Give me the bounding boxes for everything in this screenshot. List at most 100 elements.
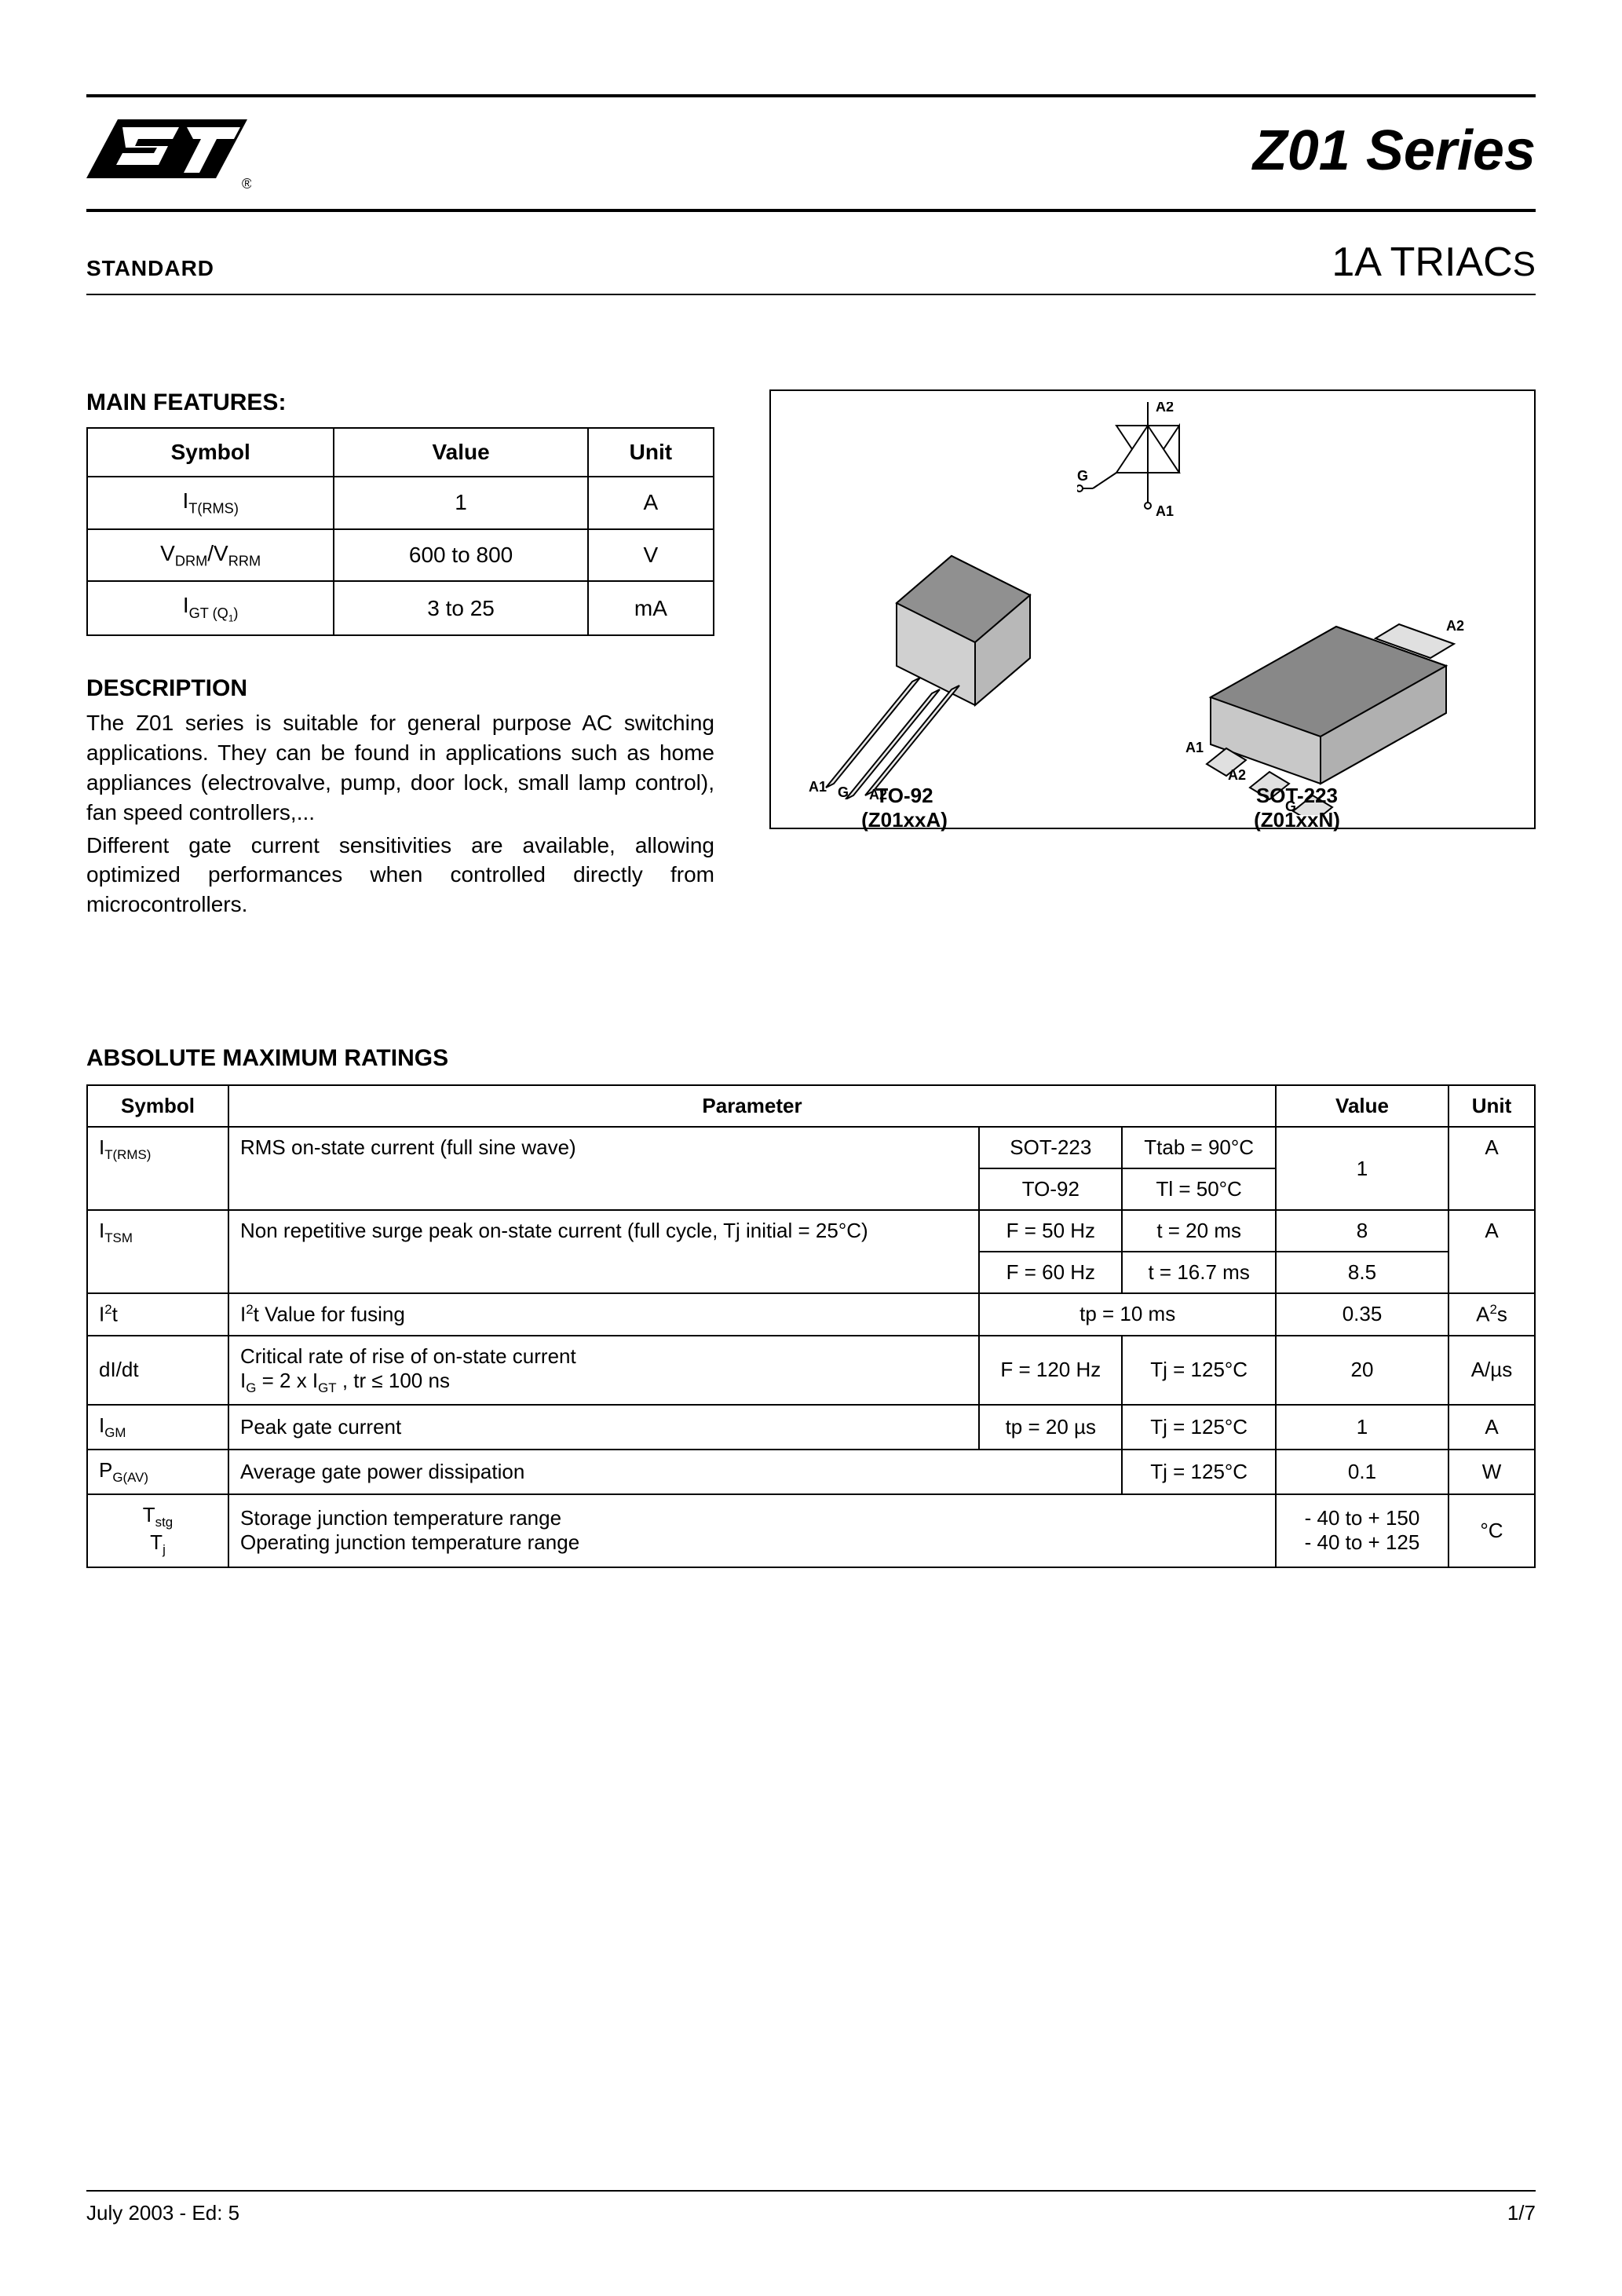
table-header-row: Symbol Parameter Value Unit [87, 1085, 1535, 1127]
cell-symbol: TstgTj [87, 1494, 228, 1567]
cell-cond: tp = 10 ms [979, 1293, 1276, 1336]
subtitle: 1A TRIACS [1332, 239, 1536, 286]
cell-unit: A2s [1448, 1293, 1535, 1336]
cell-symbol: IT(RMS) [87, 477, 334, 529]
cell-param: Peak gate current [228, 1405, 979, 1450]
cell-symbol: ITSM [87, 1210, 228, 1293]
table-row: I2t I2t Value for fusing tp = 10 ms 0.35… [87, 1293, 1535, 1336]
cell-cond: F = 50 Hz [979, 1210, 1122, 1252]
cell-symbol: dI/dt [87, 1336, 228, 1405]
subtitle-suffix: S [1513, 245, 1536, 283]
cell-value: 1 [334, 477, 587, 529]
cell-cond: Tj = 125°C [1122, 1336, 1276, 1405]
cell-value: 20 [1276, 1336, 1448, 1405]
cell-unit: A/µs [1448, 1336, 1535, 1405]
cell-unit: A [1448, 1405, 1535, 1450]
description-heading: DESCRIPTION [86, 675, 714, 702]
cell-cond: SOT-223 [979, 1127, 1122, 1168]
cell-cond: Ttab = 90°C [1122, 1127, 1276, 1168]
svg-text:A1: A1 [1185, 740, 1204, 755]
sot223-name: SOT-223 [1256, 784, 1338, 807]
col-symbol: Symbol [87, 1085, 228, 1127]
col-unit: Unit [588, 428, 714, 477]
svg-text:G: G [1077, 468, 1088, 484]
sub-header-row: STANDARD 1A TRIACS [86, 212, 1536, 294]
sot223-package-icon: A2 A1 A2 G [1179, 595, 1478, 815]
triac-symbol-icon: A2 A1 G [1077, 402, 1218, 543]
cell-symbol: VDRM/VRRM [87, 529, 334, 582]
col-unit: Unit [1448, 1085, 1535, 1127]
svg-text:A2: A2 [1228, 767, 1246, 783]
cell-symbol: IGM [87, 1405, 228, 1450]
cell-unit: mA [588, 581, 714, 635]
main-features-table: Symbol Value Unit IT(RMS) 1 A VDRM/VRRM … [86, 427, 714, 636]
cell-cond: F = 120 Hz [979, 1336, 1122, 1405]
cell-symbol: IGT (Q1) [87, 581, 334, 635]
cell-param: Storage junction temperature range Opera… [228, 1494, 1276, 1567]
header-row: ® Z01 Series [86, 97, 1536, 209]
table-row: IGM Peak gate current tp = 20 µs Tj = 12… [87, 1405, 1535, 1450]
abs-ratings-table: Symbol Parameter Value Unit IT(RMS) RMS … [86, 1084, 1536, 1568]
table-row: IT(RMS) RMS on-state current (full sine … [87, 1127, 1535, 1168]
cell-value: 1 [1276, 1127, 1448, 1210]
sot223-label: SOT-223 (Z01xxN) [1211, 784, 1383, 832]
svg-text:A1: A1 [1156, 503, 1174, 519]
cell-unit: W [1448, 1450, 1535, 1494]
cell-cond: Tj = 125°C [1122, 1405, 1276, 1450]
to92-part: (Z01xxA) [861, 808, 948, 832]
to92-label: TO-92 (Z01xxA) [818, 784, 991, 832]
cell-value: 0.35 [1276, 1293, 1448, 1336]
cell-value: 8.5 [1276, 1252, 1448, 1293]
mid-rule-2 [86, 294, 1536, 295]
description-para-1: The Z01 series is suitable for general p… [86, 708, 714, 827]
sot223-part: (Z01xxN) [1254, 808, 1340, 832]
table-row: dI/dt Critical rate of rise of on-state … [87, 1336, 1535, 1405]
cell-value: 600 to 800 [334, 529, 587, 582]
cell-unit: A [1448, 1210, 1535, 1293]
cell-param: RMS on-state current (full sine wave) [228, 1127, 979, 1210]
cell-unit: A [1448, 1127, 1535, 1210]
subtitle-prefix: 1A TRIAC [1332, 239, 1512, 285]
cell-symbol: I2t [87, 1293, 228, 1336]
svg-text:A2: A2 [1446, 618, 1464, 634]
table-row: VDRM/VRRM 600 to 800 V [87, 529, 714, 582]
cell-value: 0.1 [1276, 1450, 1448, 1494]
st-logo-icon: ® [86, 112, 251, 190]
footer-rule [86, 2190, 1536, 2192]
col-value: Value [334, 428, 587, 477]
package-diagram-box: A2 A1 G [769, 389, 1536, 829]
table-header-row: Symbol Value Unit [87, 428, 714, 477]
cell-param: I2t Value for fusing [228, 1293, 979, 1336]
cell-value: - 40 to + 150- 40 to + 125 [1276, 1494, 1448, 1567]
cell-param: Non repetitive surge peak on-state curre… [228, 1210, 979, 1293]
cell-value: 8 [1276, 1210, 1448, 1252]
cell-cond: t = 20 ms [1122, 1210, 1276, 1252]
table-row: TstgTj Storage junction temperature rang… [87, 1494, 1535, 1567]
cell-symbol: PG(AV) [87, 1450, 228, 1494]
col-symbol: Symbol [87, 428, 334, 477]
cell-symbol: IT(RMS) [87, 1127, 228, 1210]
standard-label: STANDARD [86, 256, 214, 281]
table-row: ITSM Non repetitive surge peak on-state … [87, 1210, 1535, 1252]
cell-value: 1 [1276, 1405, 1448, 1450]
page-number: 1/7 [1507, 2201, 1536, 2225]
page-footer: July 2003 - Ed: 5 1/7 [86, 2190, 1536, 2225]
abs-ratings-heading: ABSOLUTE MAXIMUM RATINGS [86, 1045, 1536, 1072]
svg-text:®: ® [242, 176, 251, 190]
col-parameter: Parameter [228, 1085, 1276, 1127]
main-features-heading: MAIN FEATURES: [86, 389, 714, 416]
to92-package-icon: A1 G A2 [795, 548, 1077, 799]
cell-value: 3 to 25 [334, 581, 587, 635]
to92-name: TO-92 [875, 784, 933, 807]
cell-cond: TO-92 [979, 1168, 1122, 1210]
cell-param: Average gate power dissipation [228, 1450, 1122, 1494]
cell-cond: t = 16.7 ms [1122, 1252, 1276, 1293]
table-row: PG(AV) Average gate power dissipation Tj… [87, 1450, 1535, 1494]
cell-cond: Tj = 125°C [1122, 1450, 1276, 1494]
cell-unit: °C [1448, 1494, 1535, 1567]
table-row: IGT (Q1) 3 to 25 mA [87, 581, 714, 635]
cell-cond: F = 60 Hz [979, 1252, 1122, 1293]
col-value: Value [1276, 1085, 1448, 1127]
footer-date: July 2003 - Ed: 5 [86, 2201, 239, 2225]
description-para-2: Different gate current sensitivities are… [86, 831, 714, 919]
